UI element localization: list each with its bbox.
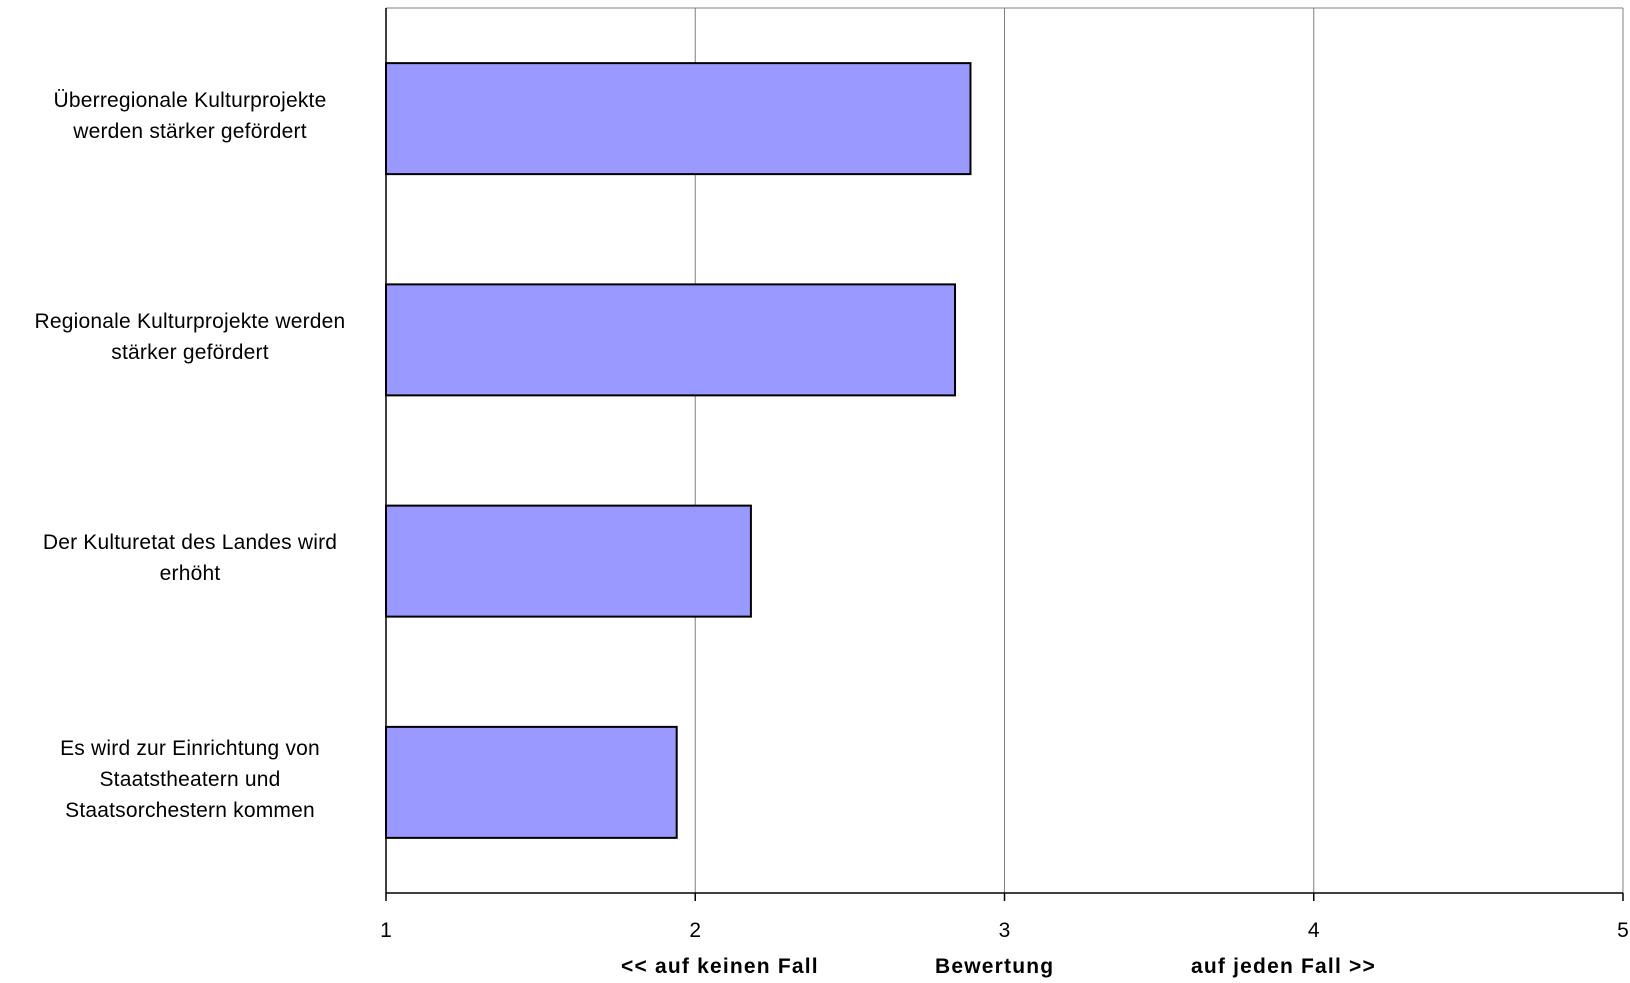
category-label-line: Staatstheatern und — [99, 767, 281, 791]
x-tick-labels: 1 2 3 4 5 — [380, 919, 1629, 942]
x-axis-label-right: auf jeden Fall >> — [1191, 955, 1376, 978]
x-axis-label-left: << auf keinen Fall — [621, 955, 819, 978]
category-label-line: Überregionale Kulturprojekte — [53, 88, 327, 112]
category-label-1: Regionale Kulturprojekte werden stärker g… — [10, 306, 370, 368]
x-tick-label-1: 1 — [380, 919, 392, 942]
category-label-line: Regionale Kulturprojekte werden — [34, 309, 346, 333]
x-axis-label-center: Bewertung — [935, 955, 1055, 978]
bar-3 — [385, 725, 678, 839]
grid-lines — [386, 7, 1624, 893]
x-tick-label-4: 4 — [1308, 919, 1320, 942]
category-label-0: Überregionale Kulturprojekte werden stärk… — [10, 85, 370, 147]
category-label-line: erhöht — [159, 562, 221, 586]
x-tick-label-3: 3 — [999, 919, 1011, 942]
category-label-2: Der Kulturetat des Landes wird erhöht — [10, 527, 370, 589]
category-label-line: Staatsorchestern kommen — [65, 798, 315, 822]
bar-2 — [385, 504, 752, 618]
category-label-line: Der Kulturetat des Landes wird — [42, 531, 338, 555]
bars — [385, 62, 972, 839]
category-label-line: Es wird zur Einrichtung von — [60, 736, 320, 760]
category-label-line: stärker gefördert — [111, 340, 269, 364]
category-label-line: werden stärker gefördert — [73, 119, 307, 143]
bar-1 — [385, 283, 957, 397]
category-label-3: Es wird zur Einrichtung von Staatstheater… — [10, 733, 370, 826]
x-tick-label-5: 5 — [1617, 919, 1629, 942]
axes — [385, 8, 1624, 901]
x-tick-label-2: 2 — [689, 919, 701, 942]
bar-0 — [385, 62, 972, 176]
